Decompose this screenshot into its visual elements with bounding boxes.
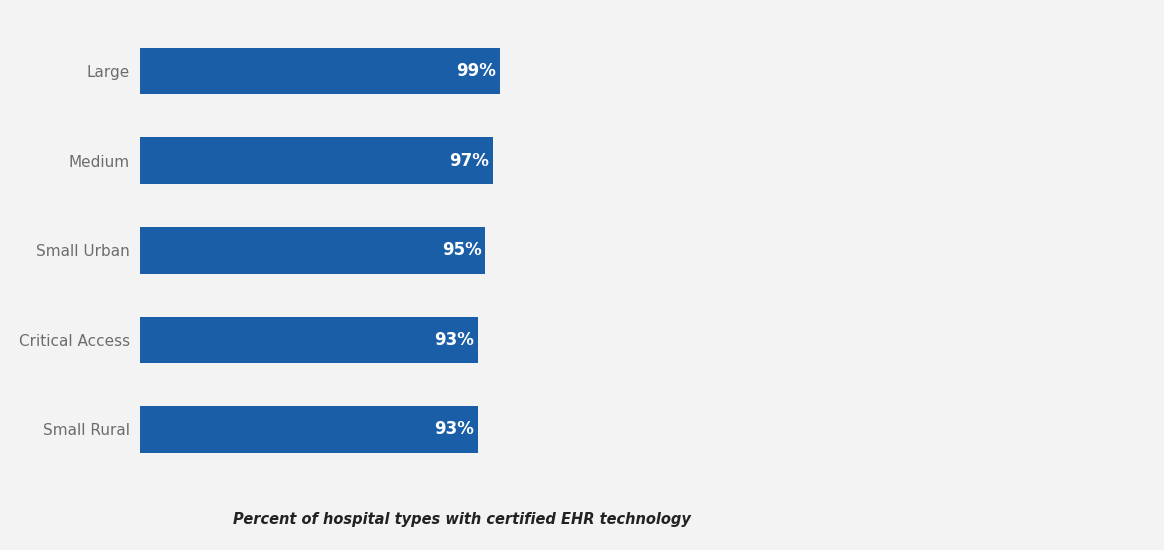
Bar: [140, 227, 485, 273]
Text: 99%: 99%: [456, 62, 496, 80]
Bar: [140, 48, 499, 95]
Bar: [140, 406, 478, 453]
Bar: [140, 317, 478, 363]
Text: 95%: 95%: [442, 241, 482, 259]
Text: 97%: 97%: [449, 152, 489, 169]
Bar: [140, 138, 492, 184]
Text: 93%: 93%: [434, 331, 475, 349]
Text: Percent of hospital types with certified EHR technology: Percent of hospital types with certified…: [233, 512, 690, 527]
Text: 93%: 93%: [434, 420, 475, 438]
